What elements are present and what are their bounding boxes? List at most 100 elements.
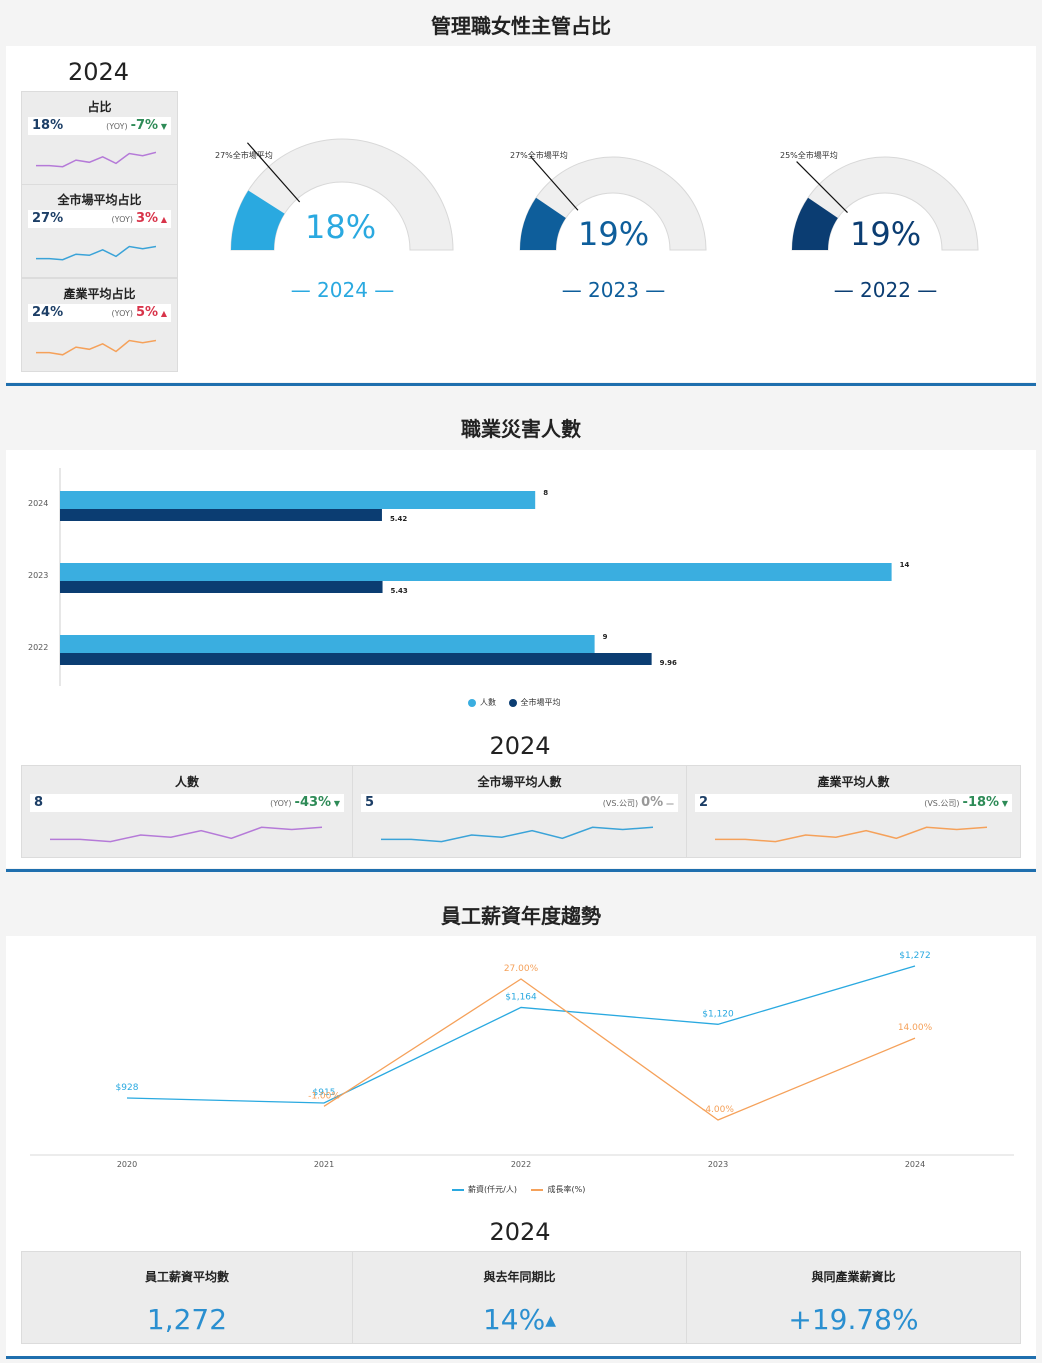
kpi-card-row: 5 (VS.公司) 0% — — [361, 794, 678, 812]
dash-icon: — — [663, 799, 674, 808]
kpi-card: 產業平均占比 24% (YOY) 5% ▲ — [21, 278, 178, 372]
dash-ornament: — — [910, 278, 938, 302]
gauge-year: 2024 — [317, 278, 368, 302]
kpi-card-yoy: (YOY) 5% ▲ — [112, 305, 167, 320]
kpi-card-value: 5 — [365, 795, 375, 810]
legend-swatch-salary — [452, 1188, 464, 1191]
kpi-card-title: 與同產業薪資比 — [811, 1270, 896, 1284]
kpi-card-title: 員工薪資平均數 — [144, 1270, 229, 1284]
dash-ornament: — — [833, 278, 861, 302]
gauge-avg-label: 27%全市場平均 — [215, 151, 273, 160]
gauge-value: 19% — [578, 215, 650, 253]
kpi-card-value: 24% — [32, 305, 64, 320]
kpi-card-title: 產業平均人數 — [817, 775, 890, 789]
yoy-label: (YOY) — [111, 309, 133, 318]
injury-legend: 人數 全市場平均 — [468, 697, 561, 708]
down-arrow-icon: ▼ — [999, 799, 1008, 808]
kpi-card-yoy: (YOY) -7% ▼ — [106, 118, 167, 133]
kpi-card-cmp: (YOY) -43% ▼ — [270, 795, 340, 810]
kpi-card-title: 全市場平均人數 — [477, 775, 562, 789]
legend-label-people: 人數 — [480, 698, 496, 707]
gauge-year-label: — 2023 — — [556, 278, 671, 302]
data-label: $1,120 — [702, 1009, 734, 1019]
kpi-card-row: 24% (YOY) 5% ▲ — [28, 304, 171, 322]
kpi-card-cmp: (VS.公司) 0% — — [603, 795, 674, 810]
x-tick-label: 2021 — [314, 1160, 334, 1169]
x-tick-label: 2020 — [117, 1160, 137, 1169]
cmp-value: -43% — [294, 795, 332, 810]
year-heading: 2024 — [489, 732, 551, 760]
gauge-avg-marker — [529, 155, 579, 211]
dash-ornament: — — [561, 278, 589, 302]
x-tick-label: 2024 — [905, 1160, 925, 1169]
year-heading: 2024 — [489, 1218, 551, 1246]
section-title-female-managers: 管理職女性主管占比 — [431, 14, 611, 38]
gauge-value: 18% — [305, 208, 377, 246]
y-tick-label: 2024 — [28, 499, 48, 508]
yoy-value: 5% — [135, 305, 159, 320]
kpi-card: 全市場平均人數 5 (VS.公司) 0% — — [352, 765, 687, 858]
sparkline — [36, 245, 156, 261]
sparkline — [715, 826, 987, 843]
kpi-card: 人數 8 (YOY) -43% ▼ — [21, 765, 353, 858]
bar — [60, 635, 595, 653]
kpi-card-yoy: (YOY) 3% ▲ — [112, 211, 167, 226]
salary-legend: 薪資(仟元/人) 成長率(%) — [452, 1184, 585, 1195]
gauge — [519, 155, 707, 251]
dash-ornament: — — [290, 278, 318, 302]
data-label: $915 — [313, 1088, 336, 1098]
kpi-card-title: 人數 — [174, 775, 199, 789]
salary-line-chart: 2020 2021 2022 2023 2024 $928 $915 $1,164 $1,120… — [30, 951, 1014, 1169]
kpi-card-value: +19.78% — [788, 1303, 919, 1336]
kpi-card-value-wrap: 14%▲ — [353, 1303, 686, 1336]
gauge — [230, 138, 454, 251]
sparkline — [36, 339, 156, 356]
section-divider — [6, 1356, 1036, 1359]
data-label: 27.00% — [504, 964, 539, 974]
gauge — [791, 156, 979, 251]
bar-value-label: 5.42 — [390, 515, 407, 523]
cmp-value: -18% — [962, 795, 1000, 810]
bar — [60, 653, 652, 665]
x-tick-label: 2023 — [708, 1160, 728, 1169]
down-arrow-icon: ▼ — [331, 799, 340, 808]
gauge-value: 19% — [850, 215, 922, 253]
bar — [60, 581, 383, 593]
dash-ornament: — — [638, 278, 666, 302]
bar-value-label: 9.96 — [660, 659, 677, 667]
kpi-card-value: 2 — [699, 795, 709, 810]
dash-ornament: — — [367, 278, 395, 302]
kpi-card-yoy: 與去年同期比 14%▲ — [352, 1251, 687, 1344]
gauge-avg-marker — [796, 161, 848, 213]
year-heading: 2024 — [67, 58, 130, 86]
legend-label-market-avg: 全市場平均 — [520, 698, 561, 707]
trend-sparkline — [715, 826, 987, 843]
kpi-card-title: 全市場平均占比 — [57, 193, 142, 207]
gauge-track — [791, 156, 979, 251]
bar-value-label: 5.43 — [391, 587, 408, 595]
bar — [60, 509, 382, 521]
up-arrow-icon: ▲ — [158, 309, 167, 318]
cmp-label: (YOY) — [270, 799, 292, 808]
section-divider — [6, 869, 1036, 872]
gauge-track — [230, 138, 454, 251]
x-tick-label: 2022 — [511, 1160, 531, 1169]
kpi-card-title: 占比 — [87, 100, 112, 114]
trend-sparkline — [36, 339, 156, 356]
gauge-fill — [520, 197, 566, 250]
kpi-card: 占比 18% (YOY) -7% ▼ — [21, 91, 178, 185]
section-divider — [6, 383, 1036, 386]
kpi-card-industry-cmp: 與同產業薪資比 +19.78% — [686, 1251, 1021, 1344]
gauge-avg-label: 25%全市場平均 — [780, 151, 838, 160]
gauge-avg-marker — [246, 142, 301, 203]
legend-swatch-people — [468, 698, 476, 707]
sparkline — [50, 826, 322, 843]
yoy-value: -7% — [130, 118, 159, 133]
y-tick-label: 2022 — [28, 643, 48, 652]
growth-line — [323, 978, 916, 1121]
data-label: 14.00% — [898, 1023, 933, 1033]
up-arrow-icon: ▲ — [158, 215, 167, 224]
data-label: $1,164 — [505, 992, 537, 1002]
legend-swatch-growth — [531, 1188, 544, 1191]
kpi-card-value: 14% — [482, 1303, 546, 1336]
